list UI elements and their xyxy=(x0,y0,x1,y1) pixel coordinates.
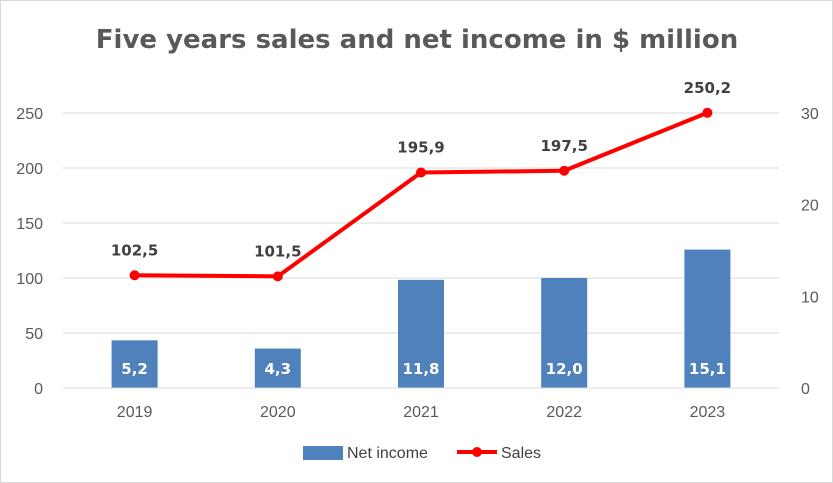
x-tick-label: 2023 xyxy=(690,404,726,421)
bar-data-label: 4,3 xyxy=(265,360,292,378)
left-y-axis: 0 50 100 150 200 250 xyxy=(16,106,43,398)
sales-line-path xyxy=(134,110,709,279)
right-y-tick-label: 20 xyxy=(801,198,819,215)
sales-data-label: 101,5 xyxy=(254,242,301,260)
bar-net-income xyxy=(398,279,444,388)
bar-data-label: 11,8 xyxy=(402,360,439,378)
bar-net-income xyxy=(684,249,731,388)
x-axis: 2019 2020 2021 2022 2023 xyxy=(63,387,779,421)
bar-net-income xyxy=(111,340,158,388)
sales-point xyxy=(272,271,283,282)
net-income-bars: 5,2 4,3 11,8 12,0 15,1 xyxy=(111,249,731,388)
legend-marker-sales xyxy=(472,447,482,457)
sales-data-label: 195,9 xyxy=(397,139,444,157)
legend-swatch-net-income xyxy=(303,446,343,460)
bar-data-label: 5,2 xyxy=(121,360,148,378)
sales-data-label: 197,5 xyxy=(540,137,587,155)
bar-data-label: 12,0 xyxy=(546,360,583,378)
x-tick-label: 2021 xyxy=(403,404,439,421)
sales-point xyxy=(129,270,140,281)
left-y-tick-label: 250 xyxy=(16,106,43,123)
sales-point xyxy=(416,167,426,178)
right-y-tick-label: 10 xyxy=(801,289,819,306)
legend-label-sales: Sales xyxy=(501,445,541,462)
bar-data-label: 15,1 xyxy=(689,360,726,378)
left-y-tick-label: 100 xyxy=(16,271,43,288)
left-y-tick-label: 200 xyxy=(16,161,43,178)
sales-point xyxy=(559,165,570,176)
chart-title: Five years sales and net income in $ mil… xyxy=(96,25,738,55)
right-y-tick-label: 0 xyxy=(801,381,810,398)
right-y-tick-label: 30 xyxy=(801,106,819,123)
x-tick-label: 2020 xyxy=(260,404,296,421)
sales-data-label: 250,2 xyxy=(684,79,731,97)
x-tick-label: 2022 xyxy=(546,404,582,421)
left-y-tick-label: 50 xyxy=(25,326,43,343)
legend: Net income Sales xyxy=(303,445,541,462)
left-y-tick-label: 150 xyxy=(16,216,43,233)
left-y-tick-label: 0 xyxy=(34,381,43,398)
sales-line: 102,5 101,5 195,9 197,5 250,2 xyxy=(111,79,731,282)
legend-label-net-income: Net income xyxy=(347,445,428,462)
bar-net-income xyxy=(254,348,301,388)
sales-point xyxy=(702,107,713,118)
bar-net-income xyxy=(541,278,588,388)
sales-data-label: 102,5 xyxy=(111,241,158,259)
x-tick-label: 2019 xyxy=(117,404,153,421)
right-y-axis: 0 10 20 30 xyxy=(801,106,819,398)
